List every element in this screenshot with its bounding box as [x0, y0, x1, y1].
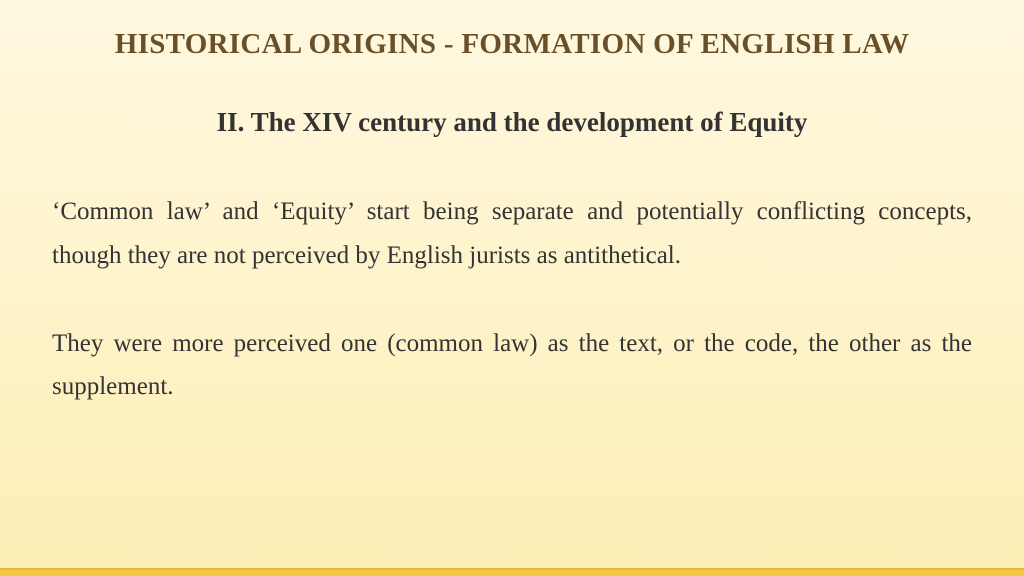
body-paragraph-2: They were more perceived one (common law… [52, 322, 972, 410]
slide-subtitle: II. The XIV century and the development … [52, 107, 972, 138]
accent-bar [0, 568, 1024, 576]
slide-container: HISTORICAL ORIGINS - FORMATION OF ENGLIS… [0, 0, 1024, 576]
slide-title: HISTORICAL ORIGINS - FORMATION OF ENGLIS… [52, 28, 972, 61]
body-paragraph-1: ‘Common law’ and ‘Equity’ start being se… [52, 190, 972, 278]
